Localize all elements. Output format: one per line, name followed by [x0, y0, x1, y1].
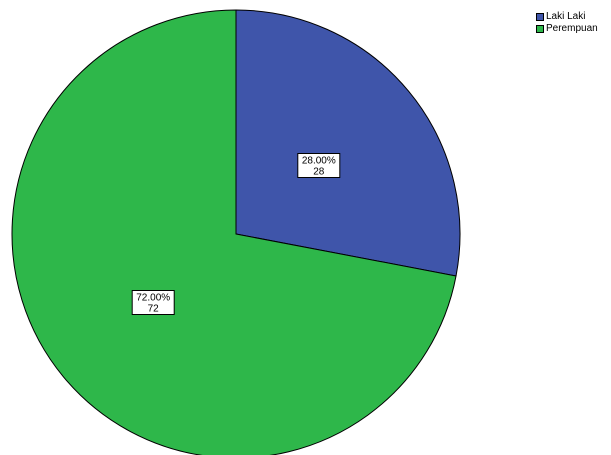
legend-item-laki-laki: Laki Laki	[536, 11, 598, 23]
legend-label-laki-laki: Laki Laki	[546, 11, 586, 22]
data-label-percent: 28.00%	[302, 156, 336, 167]
pie-slice-perempuan	[11, 9, 457, 455]
data-label-count: 28	[313, 167, 325, 178]
pie-slices	[11, 9, 461, 455]
data-label-box	[131, 290, 175, 315]
data-label-laki-laki: 28.00%28	[297, 153, 341, 178]
data-label-count: 72	[148, 304, 160, 315]
chart-legend: Laki Laki Perempuan	[536, 11, 598, 35]
data-label-box	[297, 153, 341, 178]
legend-swatch-perempuan	[536, 25, 544, 33]
legend-label-perempuan: Perempuan	[546, 23, 598, 34]
legend-swatch-laki-laki	[536, 13, 544, 21]
data-label-perempuan: 72.00%72	[131, 290, 175, 315]
pie-slice-laki-laki	[235, 9, 461, 277]
legend-item-perempuan: Perempuan	[536, 23, 598, 35]
pie-data-labels: 28.00%28 72.00%72	[131, 153, 341, 315]
data-label-percent: 72.00%	[136, 293, 170, 304]
